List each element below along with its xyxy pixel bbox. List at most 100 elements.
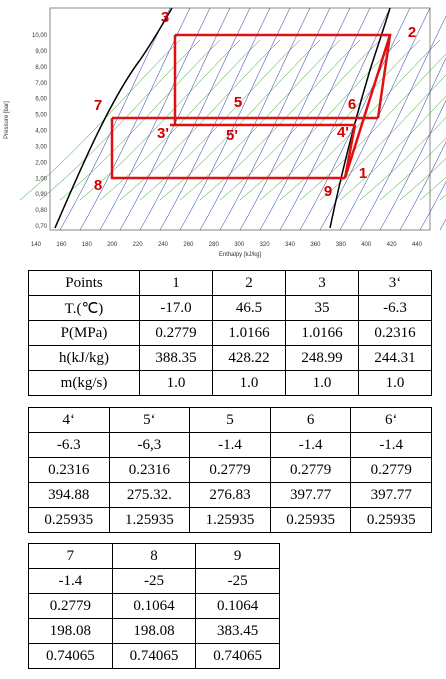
table-cell: 1.0166 <box>285 320 359 346</box>
table-cell: 0.2779 <box>350 457 432 483</box>
y-tick-label: 4,00 <box>35 129 47 135</box>
table-cell: 0.2779 <box>28 593 113 619</box>
isentrope <box>139 7 251 231</box>
y-tick-label: 0,70 <box>35 224 47 230</box>
point-label: 3 <box>161 9 169 26</box>
table-row: 0.74065 0.74065 0.74065 <box>28 643 280 669</box>
x-tick-label: 180 <box>82 242 93 248</box>
y-tick-label: 10,00 <box>32 33 48 39</box>
y-tick-label: 2,00 <box>35 160 47 166</box>
table-cell: 0.25935 <box>269 507 352 533</box>
point-label: 9 <box>324 183 332 200</box>
isotherm <box>379 137 446 201</box>
table-row: 4‘ 5‘ 5 6 6‘ <box>28 407 432 433</box>
table-cell: -6,3 <box>108 432 191 458</box>
isotherm <box>399 157 446 201</box>
y-tick-label: 0,90 <box>35 192 47 198</box>
table-cell: m(kg/s) <box>28 370 140 396</box>
x-tick-label: 220 <box>133 242 144 248</box>
isentrope <box>159 7 271 231</box>
table-cell: 4‘ <box>28 407 110 433</box>
table-row: 198.08 198.08 383.45 <box>28 618 280 644</box>
x-axis-title: Enthalpy [kJ/kg] <box>219 252 262 258</box>
table-row: m(kg/s) 1.0 1.0 1.0 1.0 <box>28 370 432 396</box>
isentrope <box>339 15 446 231</box>
table-cell: 0.2316 <box>358 320 432 346</box>
cycle-lines <box>110 33 392 180</box>
isentrope <box>399 141 446 231</box>
table-cell: T.(℃) <box>28 295 140 321</box>
table-cell: 0.74065 <box>111 643 197 669</box>
x-tick-label: 260 <box>183 242 194 248</box>
table-cell: 397.77 <box>350 482 432 508</box>
point-label: 4' <box>337 124 349 141</box>
table-cell: 383.45 <box>195 618 280 644</box>
x-tick-label: 280 <box>209 242 220 248</box>
x-tick-label: 440 <box>412 242 423 248</box>
y-tick-label: 5,00 <box>35 113 47 119</box>
point-label: 5 <box>234 94 242 111</box>
table-cell: 9 <box>195 543 280 569</box>
x-tick-label: 160 <box>56 242 67 248</box>
y-tick-label: 7,00 <box>35 81 47 87</box>
isentrope <box>239 7 351 231</box>
point-label: 8 <box>94 177 102 194</box>
table-cell: 394.88 <box>28 482 110 508</box>
isotherm <box>279 39 441 201</box>
isotherm <box>419 176 446 201</box>
x-tick-label: 300 <box>234 242 245 248</box>
isotherm <box>359 117 446 201</box>
table-cell: 8 <box>111 543 197 569</box>
table-cell: 198.08 <box>111 618 197 644</box>
table-cell: 6 <box>269 407 352 433</box>
x-tick-label: 320 <box>260 242 271 248</box>
table-cell: -25 <box>111 568 197 594</box>
table-row: h(kJ/kg) 388.35 428.22 248.99 244.31 <box>28 345 432 371</box>
isentrope <box>59 7 171 231</box>
y-axis-title: Pressure [bar] <box>4 101 10 139</box>
isotherm <box>339 95 446 201</box>
isotherm <box>39 39 201 201</box>
isotherm <box>59 39 221 201</box>
point-label: 2 <box>408 24 416 41</box>
table-row: -1.4 -25 -25 <box>28 568 280 594</box>
x-tick-label: 340 <box>285 242 296 248</box>
table-cell: Points <box>28 270 140 296</box>
table-row: T.(℃) -17.0 46.5 35 -6.3 <box>28 295 432 321</box>
isentrope <box>99 7 211 231</box>
isentrope <box>199 7 311 231</box>
table-cell: 1.0 <box>358 370 432 396</box>
table-cell: 1.25935 <box>189 507 271 533</box>
y-tick-label: 1,00 <box>35 176 47 182</box>
ph-diagram: Pressure [bar] Enthalpy [kJ/kg] 10,00 9,0… <box>4 7 446 258</box>
table-cell: 198.08 <box>28 618 113 644</box>
table-cell: 3 <box>285 270 359 296</box>
table-cell: 0.1064 <box>195 593 280 619</box>
table-cell: 0.1064 <box>111 593 197 619</box>
table-cell: 244.31 <box>358 345 432 371</box>
table-cell: 0.2779 <box>139 320 213 346</box>
table-cell: 35 <box>285 295 359 321</box>
y-tick-label: 6,00 <box>35 97 47 103</box>
isotherm <box>299 53 446 201</box>
isentrope <box>419 181 446 231</box>
table-cell: 248.99 <box>285 345 359 371</box>
table-cell: 5 <box>189 407 271 433</box>
table-row: 394.88 275.32. 276.83 397.77 397.77 <box>28 482 432 508</box>
isentrope <box>279 7 391 231</box>
table-3: 7 8 9 -1.4 -25 -25 0.2779 0.1064 0.1064 198.08 198… <box>28 543 280 669</box>
table-cell: 0.74065 <box>28 643 113 669</box>
table-cell: -1.4 <box>350 432 432 458</box>
table-cell: 388.35 <box>139 345 213 371</box>
x-tick-label: 380 <box>336 242 347 248</box>
table-row: -6.3 -6,3 -1.4 -1.4 -1.4 <box>28 432 432 458</box>
point-label: 3' <box>157 125 169 142</box>
isentrope <box>179 7 291 231</box>
table-cell: -17.0 <box>139 295 213 321</box>
table-cell: 1.0 <box>212 370 286 396</box>
isotherm <box>319 74 446 201</box>
table-cell: 5‘ <box>108 407 191 433</box>
table-cell: 0.25935 <box>28 507 110 533</box>
